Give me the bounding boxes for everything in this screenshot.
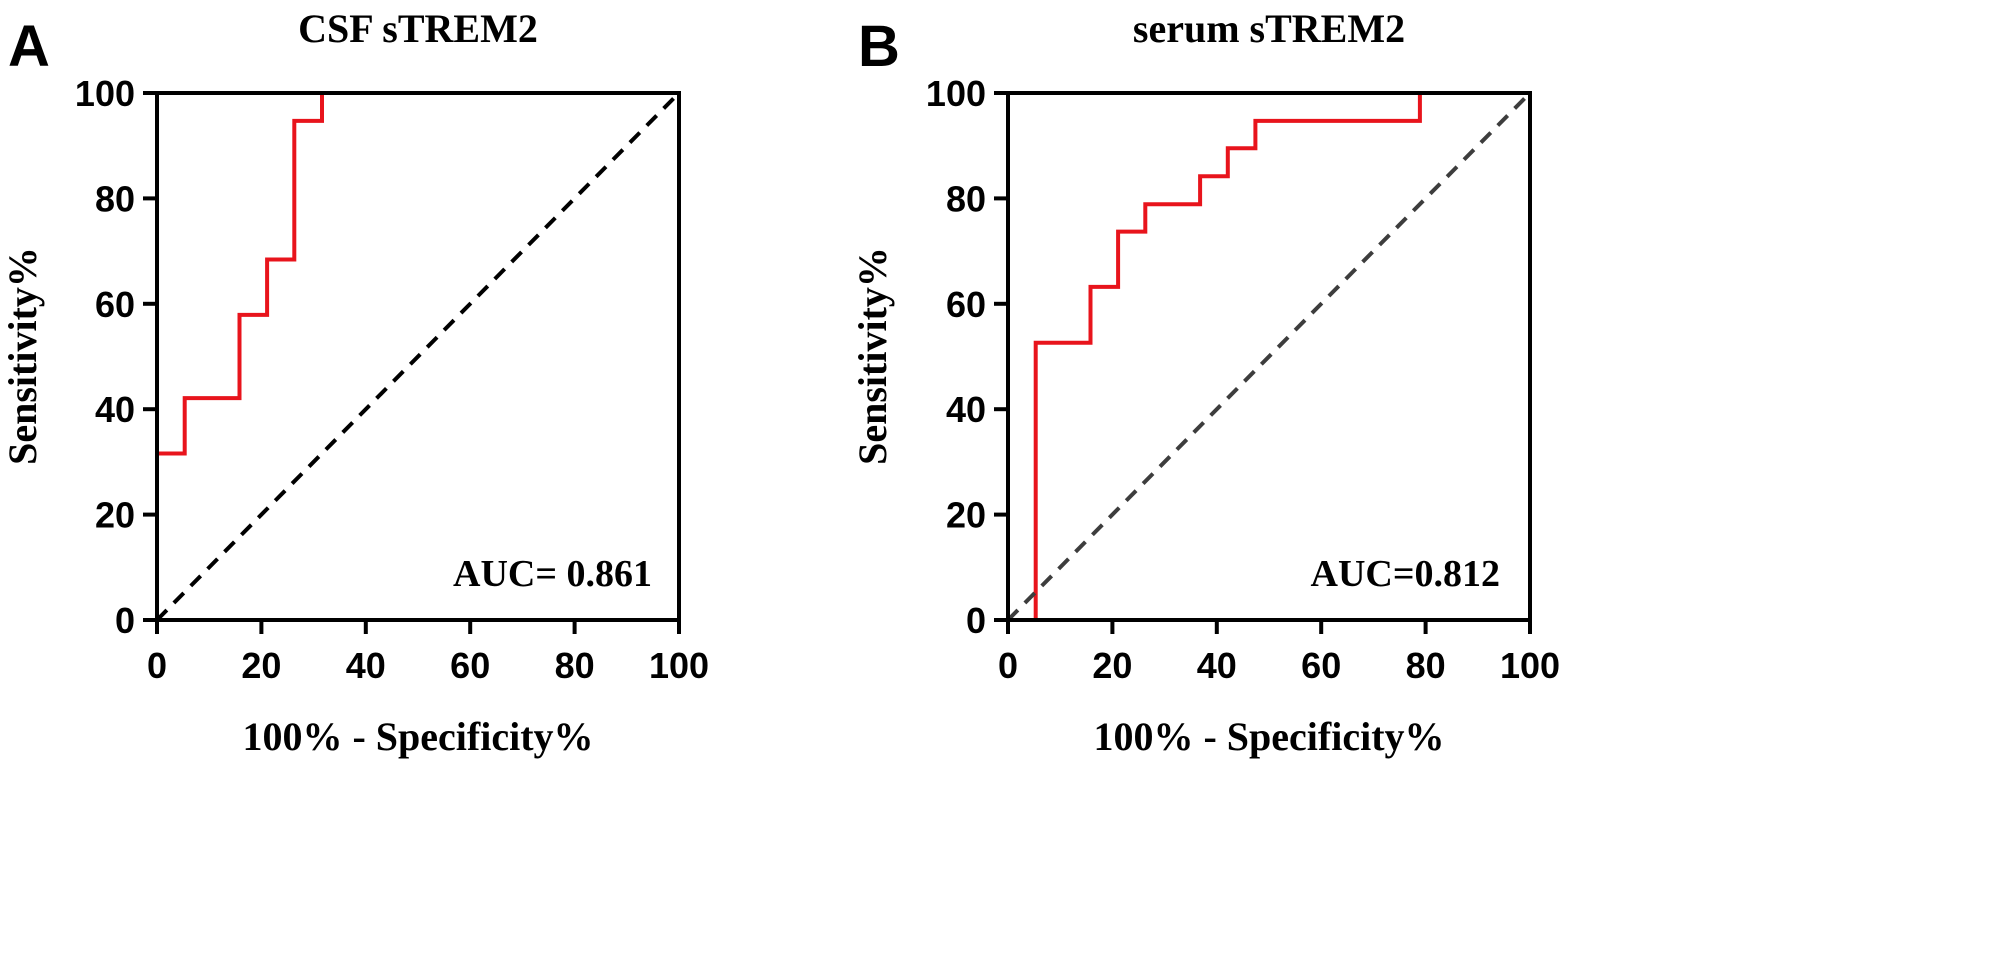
panel-b: B serum sTREM2 0 20 40 60 80 100020406080100 … (850, 6, 1560, 759)
y-tick-label-a: 20 (95, 495, 135, 536)
y-axis-label-b: Sensitivity% (850, 247, 895, 465)
x-tick-label-b: 40 (1197, 645, 1237, 686)
y-tick-label-b: 20 (946, 495, 986, 536)
plot-frame-a (155, 91, 681, 622)
roc-curve-a (155, 91, 679, 620)
y-tick-label-b: 80 (946, 178, 986, 219)
x-tick-label-b: 100 (1500, 645, 1560, 686)
plot-area-a: 0 20 40 60 80 100 0 20 40 60 80 100 (75, 73, 709, 686)
plot-area-b: 0 20 40 60 80 100 0 20 40 60 80 100 (926, 73, 1560, 686)
y-tick-label-b: 40 (946, 389, 986, 430)
panel-a: A CSF sTREM2 0 20 40 60 80 100 0 20 40 60 80 100 AU… (0, 6, 709, 759)
x-tick-label-a: 20 (241, 645, 281, 686)
x-tick-label-b: 80 (1406, 645, 1446, 686)
y-tick-label-b: 0 (966, 600, 986, 641)
plot-frame-b (1006, 91, 1532, 622)
y-tick-label-b: 60 (946, 284, 986, 325)
x-tick-label-b: 60 (1301, 645, 1341, 686)
auc-annotation-b: AUC=0.812 (1311, 553, 1500, 595)
x-tick-label-a: 100 (649, 645, 709, 686)
chart-title-b: serum sTREM2 (1133, 6, 1405, 51)
y-tick-label-b: 100 (926, 73, 986, 114)
roc-curve-b (1008, 91, 1530, 622)
y-tick-label-a: 0 (115, 600, 135, 641)
x-tick-label-b: 20 (1092, 645, 1132, 686)
panel-label-a: A (8, 14, 50, 79)
auc-annotation-a: AUC= 0.861 (453, 553, 652, 595)
panel-label-b: B (858, 14, 900, 79)
x-tick-label-a: 0 (147, 645, 167, 686)
y-tick-label-a: 80 (95, 178, 135, 219)
reference-line-a (155, 91, 681, 622)
x-axis-label-a: 100% - Specificity% (242, 714, 593, 759)
x-tick-label-a: 80 (555, 645, 595, 686)
x-tick-label-a: 40 (346, 645, 386, 686)
y-tick-label-a: 100 (75, 73, 135, 114)
x-tick-label-a: 60 (450, 645, 490, 686)
x-axis-label-b: 100% - Specificity% (1093, 714, 1444, 759)
y-axis-label-a: Sensitivity% (0, 247, 45, 465)
chart-title-a: CSF sTREM2 (298, 6, 538, 51)
reference-line-b (1006, 91, 1532, 622)
x-tick-label-b: 0 (998, 645, 1018, 686)
y-tick-label-a: 40 (95, 389, 135, 430)
y-tick-label-a: 60 (95, 284, 135, 325)
